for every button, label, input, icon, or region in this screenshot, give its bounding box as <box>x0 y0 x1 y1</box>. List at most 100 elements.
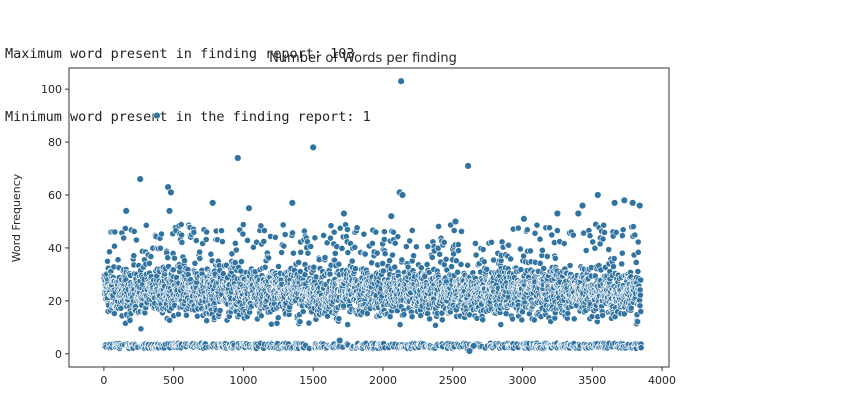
data-point <box>561 240 567 246</box>
data-point <box>316 257 322 263</box>
data-point <box>192 260 198 266</box>
data-point <box>197 255 203 261</box>
x-tick-label: 3500 <box>578 374 606 387</box>
data-point <box>121 235 127 241</box>
data-point <box>234 155 241 162</box>
data-point <box>112 229 118 235</box>
data-point <box>131 253 137 259</box>
data-point <box>282 231 288 237</box>
data-point <box>261 228 267 234</box>
data-point <box>133 237 139 243</box>
x-tick-label: 4000 <box>648 374 676 387</box>
data-point <box>361 231 367 237</box>
y-tick-label: 20 <box>48 295 62 308</box>
data-point <box>268 321 274 327</box>
data-point <box>606 246 612 252</box>
data-point <box>592 245 598 251</box>
data-point <box>554 228 560 234</box>
data-point <box>311 264 317 270</box>
data-point <box>411 253 417 259</box>
data-point <box>104 258 110 264</box>
data-point <box>524 227 530 233</box>
data-point <box>611 200 618 207</box>
data-point <box>218 228 224 234</box>
data-point <box>395 234 401 240</box>
data-point <box>296 259 302 265</box>
data-point <box>244 237 250 243</box>
data-point <box>182 258 188 264</box>
y-axis: 020406080100 <box>41 83 69 361</box>
data-point <box>154 112 161 119</box>
data-point <box>635 319 641 325</box>
data-point <box>554 210 561 217</box>
data-point <box>455 269 461 275</box>
data-point <box>266 255 272 261</box>
data-point <box>579 202 586 209</box>
data-point <box>165 255 171 261</box>
data-point <box>148 254 154 260</box>
data-point <box>111 243 117 249</box>
data-point <box>458 228 464 234</box>
data-point <box>289 200 296 207</box>
data-point <box>455 248 461 254</box>
data-point <box>521 215 528 222</box>
data-point <box>587 233 593 239</box>
data-point <box>143 222 149 228</box>
data-point <box>611 256 617 262</box>
data-point <box>204 229 210 235</box>
data-point <box>240 231 246 237</box>
x-tick-label: 3000 <box>508 374 536 387</box>
data-point <box>632 232 638 238</box>
data-point <box>601 229 607 235</box>
data-point <box>274 320 280 326</box>
data-point <box>427 316 433 322</box>
data-point <box>298 249 304 255</box>
data-point <box>473 252 479 258</box>
data-point <box>322 255 328 261</box>
data-point <box>373 229 379 235</box>
data-point <box>280 222 286 228</box>
x-axis: 0 500 1000 1500 2000 2500 3000 3500 4000 <box>100 367 676 387</box>
data-point <box>633 259 639 265</box>
data-point <box>106 249 112 255</box>
data-point <box>610 264 616 270</box>
data-point <box>515 225 521 231</box>
data-point <box>123 208 130 215</box>
data-point <box>638 277 644 283</box>
data-point <box>571 316 577 322</box>
data-point <box>413 244 419 250</box>
data-point <box>312 235 318 241</box>
data-point <box>635 268 641 274</box>
data-point <box>331 229 337 235</box>
data-point <box>137 176 144 183</box>
data-point <box>191 229 197 235</box>
data-point <box>344 226 350 232</box>
data-point <box>352 244 358 250</box>
data-point <box>546 225 552 231</box>
data-point <box>630 224 636 230</box>
data-point <box>171 255 177 261</box>
y-axis-label: Word Frequency <box>10 173 23 262</box>
data-point <box>508 256 514 262</box>
data-point <box>635 249 641 255</box>
data-point <box>601 222 607 228</box>
data-point <box>397 322 403 328</box>
data-point <box>380 268 386 274</box>
data-point <box>549 232 555 238</box>
data-point <box>544 253 550 259</box>
x-tick-label: 2000 <box>369 374 397 387</box>
data-point <box>336 261 342 267</box>
data-point <box>398 78 405 85</box>
data-points <box>101 78 644 355</box>
data-point <box>275 263 281 269</box>
data-point <box>258 313 264 319</box>
data-point <box>439 317 445 323</box>
data-point <box>537 236 543 242</box>
data-point <box>336 316 342 322</box>
data-point <box>166 208 173 215</box>
data-point <box>401 311 407 317</box>
data-point <box>590 239 596 245</box>
data-point <box>628 305 634 311</box>
data-point <box>472 240 478 246</box>
data-point <box>208 251 214 257</box>
